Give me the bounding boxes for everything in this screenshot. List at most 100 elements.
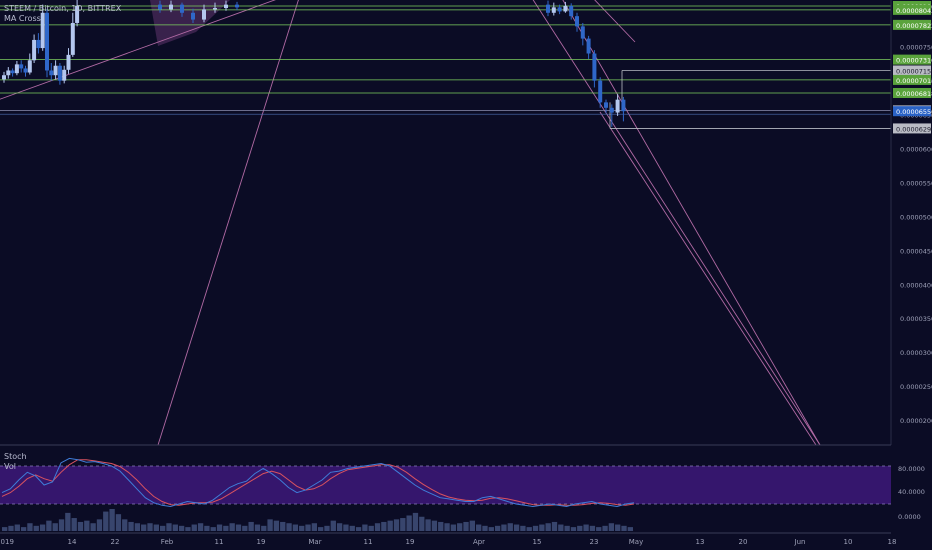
price-tick-label: 0.00002000 bbox=[900, 417, 932, 425]
price-level-tag[interactable] bbox=[893, 19, 931, 30]
volume-bar bbox=[8, 525, 14, 531]
volume-bar bbox=[532, 525, 539, 531]
volume-bar bbox=[242, 525, 248, 531]
volume-bar bbox=[501, 524, 507, 531]
volume-bar bbox=[20, 527, 27, 531]
volume-bar bbox=[261, 525, 267, 531]
candle-body bbox=[609, 107, 614, 113]
volume-bar bbox=[204, 525, 210, 531]
candle-body bbox=[23, 68, 28, 73]
time-tick-label: 15 bbox=[533, 538, 542, 546]
volume-bar bbox=[330, 520, 336, 531]
volume-bar bbox=[2, 527, 8, 531]
time-tick-label: 11 bbox=[215, 538, 224, 546]
vol-label[interactable]: Vol bbox=[4, 462, 16, 471]
stoch-legend[interactable]: Stoch Vol bbox=[4, 452, 27, 472]
volume-bar bbox=[608, 523, 615, 531]
price-tick-label: 0.00003000 bbox=[900, 349, 932, 357]
time-tick-label: 20 bbox=[739, 538, 748, 546]
volume-bar bbox=[52, 523, 58, 531]
price-level-tag[interactable] bbox=[893, 88, 931, 99]
candle-body bbox=[575, 16, 579, 27]
symbol-legend[interactable]: STEEM / Bitcoin, 1D, BITTREX MA Cross bbox=[4, 4, 121, 24]
price-tick-label: 0.00007500 bbox=[900, 44, 932, 52]
time-tick-label: 23 bbox=[590, 538, 599, 546]
price-axis[interactable]: 0.000075000.000070000.000065000.00006000… bbox=[0, 0, 932, 534]
volume-bar bbox=[387, 520, 393, 531]
price-level-tag[interactable] bbox=[893, 65, 931, 76]
candle-body bbox=[615, 99, 620, 113]
falling-trend-line[interactable] bbox=[530, 0, 821, 446]
volume-bar bbox=[400, 518, 406, 531]
volume-bar bbox=[292, 524, 299, 531]
volume-bar bbox=[583, 524, 589, 531]
price-level-tag-text: 0.00007822 bbox=[896, 22, 932, 30]
falling-trend-line-2[interactable] bbox=[560, 0, 821, 446]
ma-cross-label[interactable]: MA Cross bbox=[4, 14, 41, 23]
channel-trend-line[interactable] bbox=[599, 111, 817, 446]
volume-bar bbox=[355, 527, 362, 531]
short-trend-line[interactable] bbox=[590, 0, 636, 43]
volume-bar bbox=[122, 519, 128, 531]
candle-body bbox=[36, 39, 41, 49]
price-level-tag[interactable] bbox=[893, 74, 931, 85]
volume-bar bbox=[166, 523, 172, 531]
volume-bar bbox=[368, 525, 374, 531]
volume-bar bbox=[476, 524, 482, 531]
volume-bar bbox=[90, 523, 96, 531]
volume-bar bbox=[223, 525, 229, 531]
price-level-tag[interactable] bbox=[893, 54, 931, 65]
volume-bar bbox=[299, 525, 305, 531]
candle-body bbox=[546, 4, 550, 13]
price-level-tag[interactable] bbox=[893, 106, 931, 117]
trend-lines[interactable] bbox=[0, 0, 821, 446]
stoch-d-line bbox=[1, 459, 635, 506]
volume-bar bbox=[84, 520, 90, 531]
stoch-label[interactable]: Stoch bbox=[4, 452, 27, 461]
horizontal-levels[interactable] bbox=[0, 5, 891, 129]
volume-bar bbox=[336, 523, 343, 531]
price-level-tag-text: 0.00006550 bbox=[896, 108, 932, 116]
price-level-tag[interactable] bbox=[893, 4, 931, 15]
symbol-title[interactable]: STEEM / Bitcoin, 1D, BITTREX bbox=[4, 4, 122, 13]
time-tick-label: 22 bbox=[111, 538, 120, 546]
volume-bar bbox=[324, 525, 330, 531]
volume-bar bbox=[615, 524, 621, 531]
volume-bar bbox=[482, 525, 488, 531]
candles bbox=[2, 0, 626, 127]
candle-body bbox=[551, 7, 556, 13]
candle-body bbox=[224, 4, 228, 9]
price-level-tag-text: 0.00008043 bbox=[896, 7, 932, 15]
volume-bar bbox=[210, 527, 216, 531]
volume-bar bbox=[27, 523, 33, 531]
volume-bar bbox=[526, 527, 532, 531]
volume-bar bbox=[305, 524, 311, 531]
candle-body bbox=[586, 38, 591, 54]
volume-bar bbox=[311, 523, 317, 531]
candle-body bbox=[557, 7, 562, 12]
candle-body bbox=[569, 6, 574, 17]
volume-bar bbox=[577, 525, 583, 531]
time-tick-label: Jun bbox=[794, 538, 806, 546]
candle-body bbox=[40, 12, 45, 49]
pattern-triangle[interactable] bbox=[150, 0, 230, 46]
price-level-tag[interactable] bbox=[893, 123, 931, 134]
volume-bar bbox=[621, 525, 627, 531]
volume-bar bbox=[134, 523, 141, 531]
time-tick-label: 19 bbox=[406, 538, 415, 546]
time-axis[interactable]: 2019 14 22 Feb 11 19 Mar 11 19 Apr 15 23 May 13 20 Jun 1… bbox=[0, 538, 896, 546]
volume-bar bbox=[14, 524, 20, 531]
stochastic-pane: 80.0000 40.0000 0.0000 bbox=[0, 457, 925, 531]
volume-bar bbox=[627, 527, 633, 531]
volume-bar bbox=[46, 520, 52, 531]
candle-body bbox=[19, 64, 24, 69]
rising-support-trend[interactable] bbox=[0, 0, 330, 101]
candle-body bbox=[62, 69, 67, 81]
volume-bar bbox=[172, 524, 178, 531]
steep-trend-line[interactable] bbox=[157, 0, 300, 446]
time-tick-label: 11 bbox=[364, 538, 373, 546]
volume-bar bbox=[457, 523, 463, 531]
volume-bar bbox=[343, 524, 349, 531]
volume-bar bbox=[254, 524, 261, 531]
